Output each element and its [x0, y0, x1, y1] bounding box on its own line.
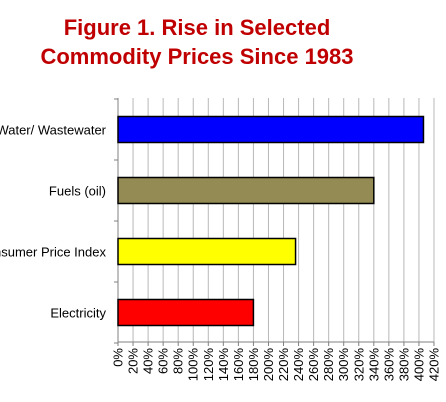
x-tick-label: 80% — [171, 348, 186, 374]
x-tick-label: 180% — [246, 348, 261, 382]
x-tick-label: 60% — [156, 348, 171, 374]
x-tick-label: 300% — [336, 348, 351, 382]
x-tick-labels: 0% 20% 40% 60% 80% 100% 120% 140% 160% 180% 200% 22… — [111, 348, 442, 382]
bar — [117, 237, 297, 266]
x-tick-label: 320% — [351, 348, 366, 382]
x-tick-label: 160% — [231, 348, 246, 382]
x-tick-label: 340% — [366, 348, 381, 382]
x-tick-label: 100% — [186, 348, 201, 382]
x-tick-label: 140% — [216, 348, 231, 382]
bar — [117, 115, 425, 144]
category-label: Consumer Price Index — [0, 245, 106, 260]
category-label: Water/ Wastewater — [0, 123, 107, 138]
x-tick-label: 280% — [321, 348, 336, 382]
x-tick-label: 20% — [126, 348, 141, 374]
x-tick-label: 200% — [261, 348, 276, 382]
x-tick-label: 40% — [141, 348, 156, 374]
x-tick-label: 420% — [427, 348, 442, 382]
x-tick-label: 240% — [291, 348, 306, 382]
bar — [117, 176, 375, 205]
category-label: Fuels (oil) — [49, 184, 106, 199]
bars — [117, 115, 425, 327]
category-label: Electricity — [50, 306, 106, 321]
x-tick-label: 360% — [381, 348, 396, 382]
bar — [117, 298, 255, 327]
x-tick-label: 380% — [396, 348, 411, 382]
chart-title-line-1: Figure 1. Rise in Selected — [63, 15, 331, 40]
chart-title-line-2: Commodity Prices Since 1983 — [40, 44, 354, 69]
x-tick-label: 260% — [306, 348, 321, 382]
x-tick-label: 400% — [411, 348, 426, 382]
x-tick-label: 220% — [276, 348, 291, 382]
x-tick-label: 120% — [201, 348, 216, 382]
x-tick-label: 0% — [111, 348, 126, 367]
category-labels: Water/ Wastewater Fuels (oil) Consumer Pri… — [0, 123, 107, 321]
